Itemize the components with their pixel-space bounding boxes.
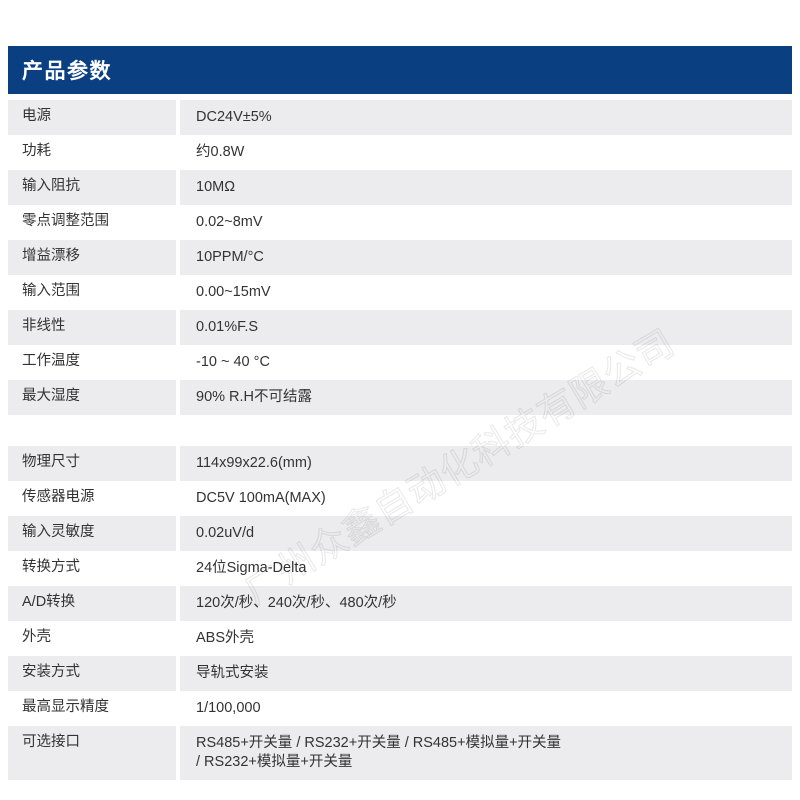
spec-label: 最大湿度 (22, 388, 80, 404)
spec-value: 120次/秒、240次/秒、480次/秒 (196, 595, 397, 611)
spec-row: 传感器电源 DC5V 100mA(MAX) (8, 481, 792, 516)
spec-value: 10MΩ (196, 179, 236, 195)
spec-value: 0.02~8mV (196, 214, 263, 230)
spec-row: 功耗 约0.8W (8, 135, 792, 170)
spec-label: 最高显示精度 (22, 699, 109, 715)
spec-label: 非线性 (22, 318, 66, 334)
column-divider (176, 380, 180, 415)
section-header-product-parameters: 产品参数 (8, 46, 792, 94)
spec-row: 输入范围 0.00~15mV (8, 275, 792, 310)
spec-value: 10PPM/°C (196, 249, 264, 265)
spec-value: 0.00~15mV (196, 284, 271, 300)
spec-table-primary: 电源 DC24V±5% 功耗 约0.8W 输入阻抗 10MΩ 零点调整范围 0.02~8mV 增… (8, 100, 792, 441)
column-divider (176, 135, 180, 170)
spec-value: DC5V 100mA(MAX) (196, 490, 326, 506)
column-divider (176, 446, 180, 481)
spec-value: 0.02uV/d (196, 525, 255, 541)
spec-value: DC24V±5% (196, 109, 272, 125)
spec-row: 输入灵敏度 0.02uV/d (8, 516, 792, 551)
spec-label: 转换方式 (22, 559, 80, 575)
spec-value: 0.01%F.S (196, 319, 259, 335)
spec-value: RS485+开关量 / RS232+开关量 / RS485+模拟量+开关量 / … (196, 735, 562, 770)
spec-row (8, 415, 792, 441)
spec-row: A/D转换 120次/秒、240次/秒、480次/秒 (8, 586, 792, 621)
spec-label: 输入阻抗 (22, 178, 80, 194)
spec-row: 最大湿度 90% R.H不可结露 (8, 380, 792, 415)
column-divider (176, 516, 180, 551)
column-divider (176, 656, 180, 691)
spec-row: 最高显示精度 1/100,000 (8, 691, 792, 726)
spec-label: 物理尺寸 (22, 454, 80, 470)
spec-row: 电源 DC24V±5% (8, 100, 792, 135)
spec-row: 安装方式 导轨式安装 (8, 656, 792, 691)
spec-label: A/D转换 (22, 594, 76, 610)
spec-label: 可选接口 (22, 734, 80, 750)
column-divider (176, 310, 180, 345)
spec-row: 外壳 ABS外壳 (8, 621, 792, 656)
column-divider (176, 481, 180, 516)
spec-row: 输入阻抗 10MΩ (8, 170, 792, 205)
spec-row: 可选接口 RS485+开关量 / RS232+开关量 / RS485+模拟量+开关… (8, 726, 792, 780)
column-divider (176, 100, 180, 135)
spec-value: -10 ~ 40 °C (196, 354, 270, 370)
spec-value: 约0.8W (196, 144, 245, 160)
spec-value: 90% R.H不可结露 (196, 389, 313, 405)
spec-label: 外壳 (22, 629, 51, 645)
spec-row: 转换方式 24位Sigma-Delta (8, 551, 792, 586)
column-divider (176, 345, 180, 380)
spec-value: 导轨式安装 (196, 665, 269, 681)
spec-row: 工作温度 -10 ~ 40 °C (8, 345, 792, 380)
spec-label: 电源 (22, 108, 51, 124)
spec-table-secondary: 物理尺寸 114x99x22.6(mm) 传感器电源 DC5V 100mA(MAX) 输… (8, 446, 792, 780)
spec-label: 输入灵敏度 (22, 524, 95, 540)
spec-value: ABS外壳 (196, 630, 255, 646)
spec-value: 114x99x22.6(mm) (196, 455, 312, 471)
column-divider (176, 415, 180, 441)
column-divider (176, 170, 180, 205)
column-divider (176, 691, 180, 726)
spec-row: 物理尺寸 114x99x22.6(mm) (8, 446, 792, 481)
spec-label: 传感器电源 (22, 489, 95, 505)
spec-label: 输入范围 (22, 283, 80, 299)
spec-label: 安装方式 (22, 664, 80, 680)
spec-row: 零点调整范围 0.02~8mV (8, 205, 792, 240)
spec-label: 零点调整范围 (22, 213, 109, 229)
spec-value: 24位Sigma-Delta (196, 560, 307, 576)
spec-row: 非线性 0.01%F.S (8, 310, 792, 345)
spec-row: 增益漂移 10PPM/°C (8, 240, 792, 275)
section-header-title: 产品参数 (22, 60, 112, 83)
column-divider (176, 551, 180, 586)
column-divider (176, 240, 180, 275)
column-divider (176, 275, 180, 310)
column-divider (176, 205, 180, 240)
spec-label: 增益漂移 (22, 248, 80, 264)
spec-value: 1/100,000 (196, 700, 261, 716)
spec-label: 工作温度 (22, 353, 80, 369)
column-divider (176, 586, 180, 621)
column-divider (176, 621, 180, 656)
spec-label: 功耗 (22, 143, 51, 159)
column-divider (176, 726, 180, 780)
